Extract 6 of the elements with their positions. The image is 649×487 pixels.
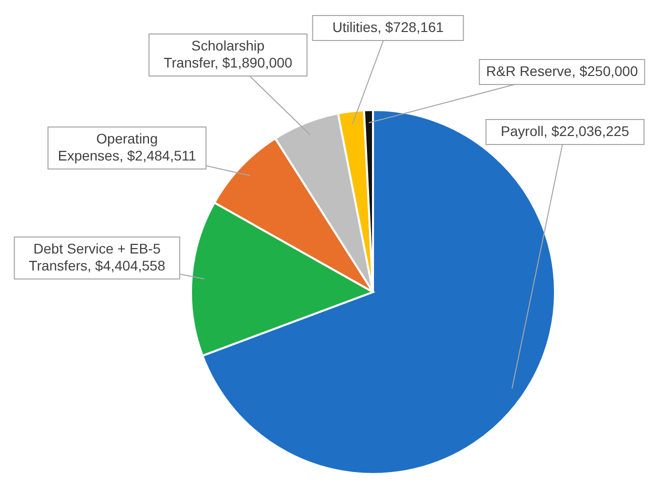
slice-label: Payroll, $22,036,225 xyxy=(500,123,630,139)
slice-label: Scholarship Transfer, $1,890,000 xyxy=(164,38,293,70)
slice-label: R&R Reserve, $250,000 xyxy=(486,63,638,79)
slice-label: Operating Expenses, $2,484,511 xyxy=(58,130,196,164)
slice-label: Debt Service + EB-5 Transfers, $4,404,558 xyxy=(28,240,166,274)
slice-label: Utilities, $728,161 xyxy=(332,19,444,35)
